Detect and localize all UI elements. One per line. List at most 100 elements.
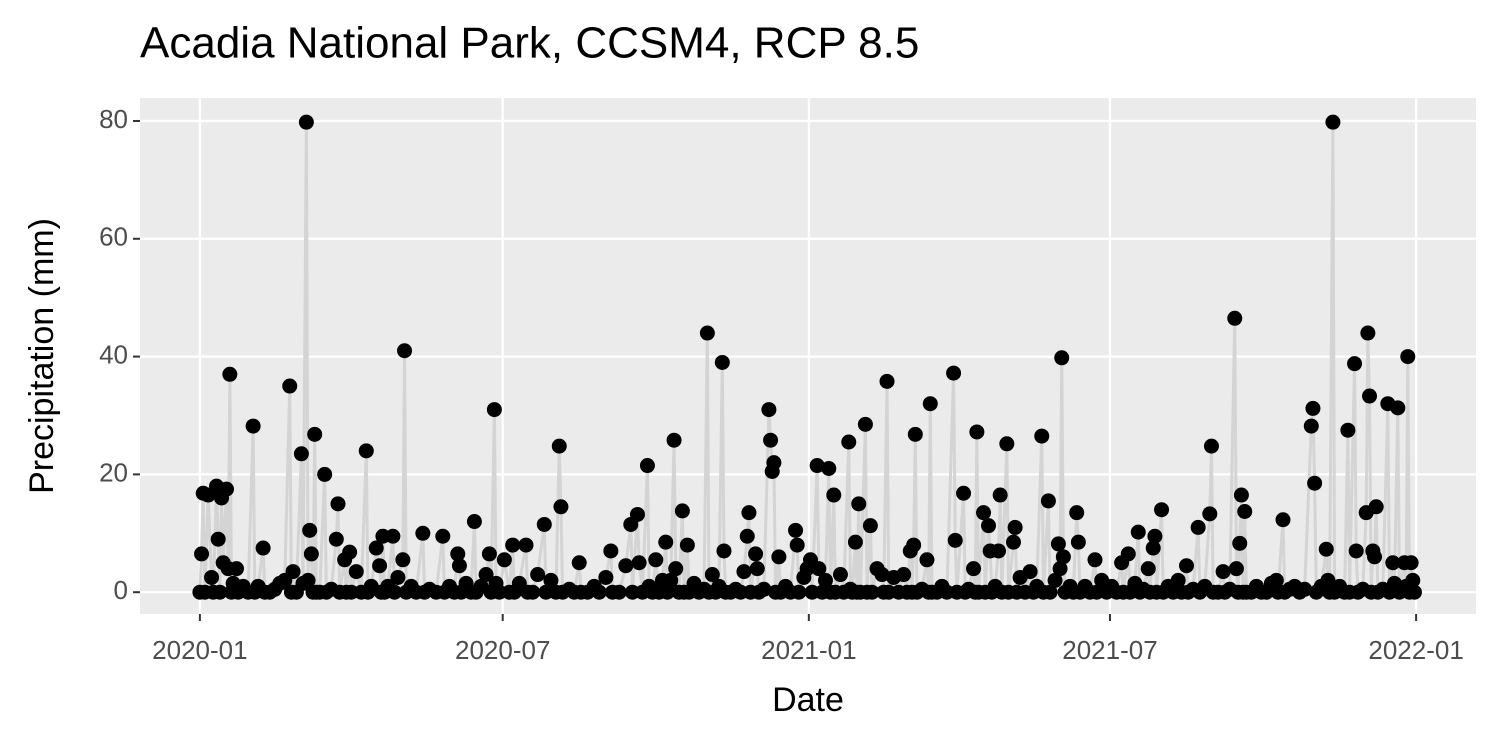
point <box>741 505 757 521</box>
point <box>821 461 837 477</box>
point <box>536 516 552 532</box>
point <box>212 584 228 600</box>
point <box>450 546 466 562</box>
point <box>525 584 541 600</box>
point <box>789 537 805 553</box>
point <box>348 564 364 580</box>
point <box>992 487 1008 503</box>
point <box>1368 499 1384 515</box>
point <box>1034 428 1050 444</box>
point <box>1348 543 1364 559</box>
point <box>648 552 664 568</box>
point <box>1303 418 1319 434</box>
point <box>739 528 755 544</box>
point <box>981 518 997 534</box>
point <box>629 506 645 522</box>
y-tick-label: 60 <box>99 222 128 252</box>
point <box>761 402 777 418</box>
point <box>659 584 675 600</box>
point <box>387 584 403 600</box>
point <box>543 572 559 588</box>
point <box>956 485 972 501</box>
point <box>862 518 878 534</box>
point <box>851 496 867 512</box>
point <box>766 455 782 471</box>
point <box>1190 519 1206 535</box>
point <box>674 503 690 519</box>
point <box>397 343 413 359</box>
point <box>668 561 684 577</box>
point <box>1130 524 1146 540</box>
point <box>658 534 674 550</box>
point <box>219 481 235 497</box>
point <box>228 561 244 577</box>
point <box>1054 350 1070 366</box>
point <box>809 458 825 474</box>
point <box>1347 356 1363 372</box>
point <box>946 365 962 381</box>
point <box>478 567 494 583</box>
point <box>1385 555 1401 571</box>
x-tick-label: 2021-01 <box>761 635 856 665</box>
point <box>1406 584 1422 600</box>
point <box>832 567 848 583</box>
point <box>864 584 880 600</box>
x-axis-label: Date <box>772 681 844 719</box>
point <box>553 499 569 515</box>
point <box>1042 584 1058 600</box>
point <box>1145 540 1161 556</box>
point <box>748 546 764 562</box>
point <box>245 418 261 434</box>
x-tick-label: 2020-07 <box>455 635 550 665</box>
point <box>919 552 935 568</box>
point <box>1227 310 1243 326</box>
point <box>222 366 238 382</box>
y-tick-label: 20 <box>99 457 128 487</box>
point <box>328 531 344 547</box>
point <box>611 584 627 600</box>
point <box>1297 581 1313 597</box>
point <box>194 546 210 562</box>
point <box>1405 572 1421 588</box>
point <box>1050 536 1066 552</box>
point <box>300 572 316 588</box>
point <box>826 487 842 503</box>
point <box>1215 564 1231 580</box>
point <box>1202 506 1218 522</box>
point <box>1147 528 1163 544</box>
point <box>817 572 833 588</box>
point <box>1390 400 1406 416</box>
point <box>293 446 309 462</box>
point <box>749 561 765 577</box>
point <box>663 572 679 588</box>
point <box>486 402 502 418</box>
point <box>1233 487 1249 503</box>
point <box>1007 519 1023 535</box>
point <box>505 537 521 553</box>
point <box>530 567 546 583</box>
point <box>922 396 938 412</box>
point <box>847 534 863 550</box>
point <box>714 354 730 370</box>
point <box>285 564 301 580</box>
point <box>317 466 333 482</box>
point <box>1340 422 1356 438</box>
point <box>966 561 982 577</box>
point <box>307 426 323 442</box>
point <box>210 531 226 547</box>
point <box>906 537 922 553</box>
point <box>1268 572 1284 588</box>
point <box>763 432 779 448</box>
point <box>395 552 411 568</box>
point <box>1047 572 1063 588</box>
point <box>874 567 890 583</box>
point <box>618 558 634 574</box>
x-tick-label: 2020-01 <box>152 635 247 665</box>
point <box>496 552 512 568</box>
point <box>1237 504 1253 520</box>
point <box>1087 552 1103 568</box>
point <box>1232 535 1248 551</box>
point <box>841 434 857 450</box>
point <box>1005 534 1021 550</box>
point <box>1320 572 1336 588</box>
